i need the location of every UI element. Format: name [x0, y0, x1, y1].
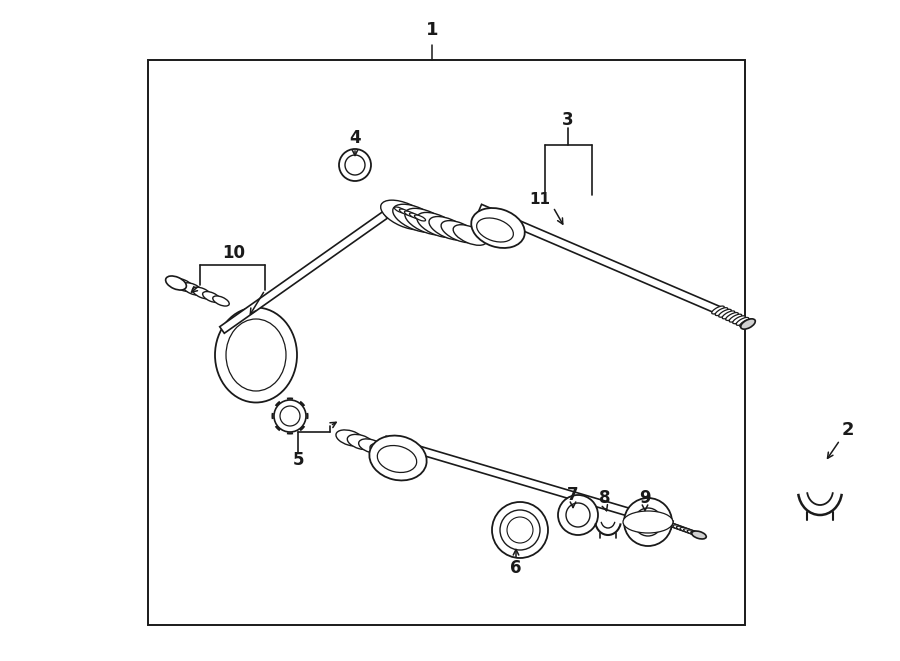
Ellipse shape — [736, 317, 749, 325]
Circle shape — [280, 406, 300, 426]
Text: 6: 6 — [510, 559, 522, 577]
Text: 1: 1 — [426, 21, 438, 39]
Ellipse shape — [172, 278, 194, 292]
Polygon shape — [479, 204, 720, 314]
Ellipse shape — [414, 215, 426, 221]
Ellipse shape — [226, 319, 286, 391]
Ellipse shape — [382, 448, 402, 460]
Ellipse shape — [441, 221, 477, 243]
Circle shape — [558, 495, 598, 535]
Ellipse shape — [729, 314, 742, 322]
Ellipse shape — [688, 530, 699, 535]
Ellipse shape — [725, 313, 738, 321]
Ellipse shape — [410, 213, 420, 219]
Ellipse shape — [405, 208, 448, 235]
Text: 7: 7 — [567, 486, 579, 504]
Ellipse shape — [212, 296, 230, 306]
Ellipse shape — [472, 208, 525, 248]
Ellipse shape — [417, 212, 458, 237]
Ellipse shape — [429, 217, 468, 240]
Ellipse shape — [336, 430, 364, 446]
Text: 4: 4 — [349, 129, 361, 147]
Bar — [148, 60, 745, 625]
Ellipse shape — [684, 529, 696, 534]
Text: 2: 2 — [842, 421, 854, 439]
Ellipse shape — [377, 446, 417, 473]
Ellipse shape — [369, 436, 427, 481]
Ellipse shape — [712, 306, 724, 314]
Circle shape — [492, 502, 548, 558]
Ellipse shape — [670, 524, 682, 529]
Ellipse shape — [680, 527, 692, 533]
Text: 5: 5 — [292, 451, 304, 469]
Ellipse shape — [347, 434, 374, 449]
Ellipse shape — [358, 439, 383, 453]
Circle shape — [500, 510, 540, 550]
Ellipse shape — [677, 526, 689, 531]
Text: 3: 3 — [562, 111, 574, 129]
Ellipse shape — [733, 316, 745, 324]
Ellipse shape — [623, 511, 673, 533]
Circle shape — [339, 149, 371, 181]
Text: 11: 11 — [529, 192, 551, 208]
Polygon shape — [384, 436, 673, 529]
Ellipse shape — [673, 525, 686, 530]
Ellipse shape — [722, 311, 734, 319]
Text: 10: 10 — [222, 244, 246, 262]
Ellipse shape — [719, 309, 732, 317]
Ellipse shape — [202, 292, 220, 303]
Ellipse shape — [400, 209, 410, 215]
Circle shape — [624, 498, 672, 546]
Ellipse shape — [666, 522, 679, 527]
Ellipse shape — [477, 218, 513, 242]
Circle shape — [634, 508, 662, 536]
Circle shape — [345, 155, 365, 175]
Circle shape — [274, 400, 306, 432]
Ellipse shape — [716, 307, 728, 315]
Circle shape — [566, 503, 590, 527]
Ellipse shape — [370, 444, 393, 457]
Ellipse shape — [215, 307, 297, 403]
Ellipse shape — [394, 207, 406, 213]
Ellipse shape — [404, 211, 416, 217]
Ellipse shape — [392, 204, 439, 233]
Ellipse shape — [740, 319, 752, 327]
Ellipse shape — [183, 283, 202, 295]
Ellipse shape — [166, 276, 186, 290]
Ellipse shape — [692, 531, 706, 539]
Ellipse shape — [690, 531, 703, 537]
Ellipse shape — [381, 200, 429, 230]
Text: 8: 8 — [599, 489, 611, 507]
Circle shape — [507, 517, 533, 543]
Polygon shape — [220, 212, 387, 333]
Ellipse shape — [193, 287, 212, 299]
Ellipse shape — [454, 225, 487, 245]
Ellipse shape — [741, 319, 755, 329]
Text: 9: 9 — [639, 489, 651, 507]
